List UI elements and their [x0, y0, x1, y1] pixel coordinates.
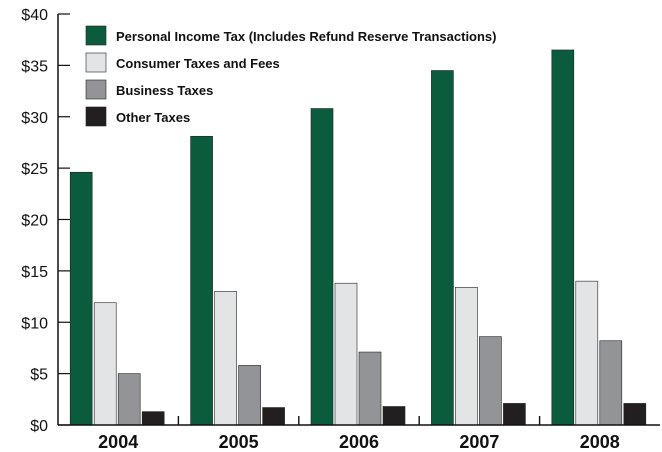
bar — [382, 406, 406, 426]
bar — [479, 336, 502, 426]
bar — [214, 291, 237, 426]
y-tick-label: $15 — [21, 264, 48, 281]
legend: Personal Income Tax (Includes Refund Res… — [85, 25, 497, 127]
x-tick-label: 2007 — [459, 432, 499, 452]
y-tick-label: $30 — [21, 110, 48, 127]
bar — [141, 411, 165, 426]
x-tick-label: 2008 — [580, 432, 620, 452]
bar — [262, 407, 285, 426]
bars-group — [69, 49, 647, 426]
legend-swatch — [85, 25, 107, 46]
legend-swatch — [85, 106, 107, 127]
bar — [431, 70, 454, 426]
y-ticks-group: $0 $5 $10 $15 $20 $25 $30 $35 $40 — [21, 7, 70, 435]
bar — [69, 171, 93, 426]
x-tick-label: 2005 — [219, 432, 259, 452]
legend-label: Consumer Taxes and Fees — [116, 56, 280, 71]
legend-swatch — [85, 79, 107, 100]
y-tick-label: $20 — [21, 213, 48, 230]
legend-label: Personal Income Tax (Includes Refund Res… — [116, 29, 497, 44]
bar — [238, 365, 261, 426]
bar — [117, 373, 141, 426]
y-tick-label: $25 — [21, 161, 48, 178]
x-tick-label: 2006 — [339, 432, 379, 452]
y-tick-label: $0 — [30, 418, 48, 435]
bar — [334, 282, 358, 426]
legend-label: Business Taxes — [116, 83, 213, 98]
legend-label: Other Taxes — [116, 110, 190, 125]
bar — [575, 280, 599, 426]
bar — [623, 403, 647, 426]
bar — [455, 287, 478, 426]
y-tick-label: $10 — [21, 315, 48, 332]
y-tick-label: $40 — [21, 7, 48, 24]
bar — [190, 135, 213, 426]
bar — [93, 302, 117, 426]
bar — [599, 340, 623, 426]
bar — [310, 108, 334, 426]
bar — [503, 403, 526, 426]
x-ticks-group: 2004 2005 2006 2007 2008 — [98, 416, 620, 452]
bar — [551, 49, 575, 426]
y-tick-label: $5 — [30, 367, 48, 384]
bar — [358, 351, 382, 426]
x-tick-label: 2004 — [98, 432, 138, 452]
legend-swatch — [85, 52, 107, 73]
y-tick-label: $35 — [21, 58, 48, 75]
